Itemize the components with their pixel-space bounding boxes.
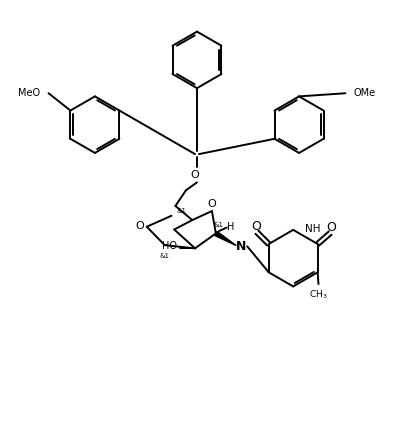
Text: O: O <box>191 170 199 179</box>
Polygon shape <box>215 231 236 245</box>
Text: O: O <box>326 221 336 234</box>
Text: NH: NH <box>305 224 320 234</box>
Text: CH$_3$: CH$_3$ <box>309 289 328 301</box>
Text: O: O <box>251 220 261 233</box>
Text: N: N <box>236 240 246 253</box>
Text: O: O <box>135 221 144 231</box>
Text: &1: &1 <box>214 222 224 228</box>
Text: OMe: OMe <box>353 88 375 98</box>
Text: MeO: MeO <box>19 88 41 98</box>
Text: &1: &1 <box>159 253 169 259</box>
Text: O: O <box>208 199 216 209</box>
Text: HO: HO <box>162 242 177 251</box>
Text: H: H <box>227 222 234 232</box>
Text: &1: &1 <box>176 208 186 214</box>
